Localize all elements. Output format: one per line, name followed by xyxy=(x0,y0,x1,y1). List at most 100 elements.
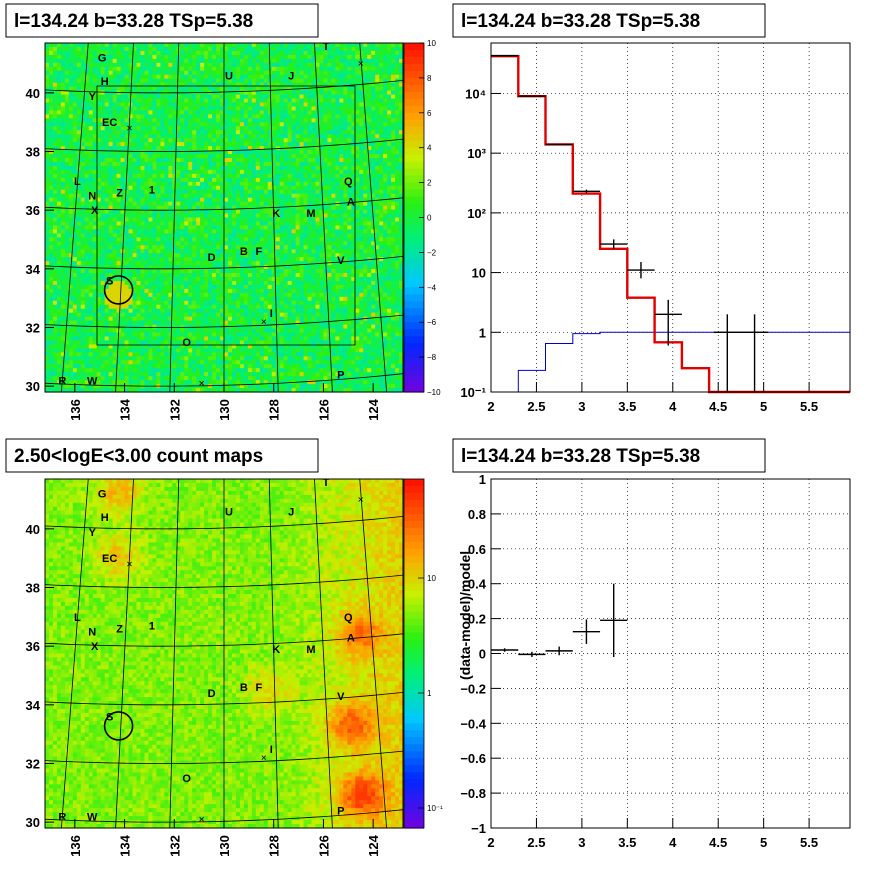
map-pixel xyxy=(80,122,86,127)
map-pixel xyxy=(335,181,340,187)
map-pixel xyxy=(271,189,277,195)
map-pixel xyxy=(355,66,360,72)
map-pixel xyxy=(391,126,396,131)
map-pixel xyxy=(48,257,54,262)
map-pixel xyxy=(283,86,289,92)
map-pixel xyxy=(307,197,313,203)
map-pixel xyxy=(387,173,392,179)
map-pixel xyxy=(72,138,78,143)
map-pixel xyxy=(132,241,138,246)
map-pixel xyxy=(45,62,50,68)
map-pixel xyxy=(303,146,309,151)
map-pixel xyxy=(383,197,388,203)
map-pixel xyxy=(176,189,181,195)
map-pixel xyxy=(363,102,368,108)
map-pixel xyxy=(303,205,309,211)
map-pixel xyxy=(68,173,74,179)
map-pixel xyxy=(283,78,289,84)
map-pixel xyxy=(311,245,317,250)
map-pixel xyxy=(92,177,98,183)
map-pixel xyxy=(259,158,265,163)
map-pixel xyxy=(104,161,110,167)
map-pixel xyxy=(224,110,229,115)
map-pixel xyxy=(267,197,273,203)
map-pixel xyxy=(188,122,193,127)
map-pixel xyxy=(239,62,245,68)
map-pixel xyxy=(231,134,237,139)
map-pixel xyxy=(204,165,209,171)
map-pixel xyxy=(291,62,297,68)
map-pixel xyxy=(108,158,114,163)
map-pixel xyxy=(96,70,102,76)
map-pixel xyxy=(196,201,201,207)
map-pixel xyxy=(212,50,217,56)
map-pixel xyxy=(192,54,197,60)
map-pixel xyxy=(148,150,153,155)
map-pixel xyxy=(220,181,225,187)
map-pixel xyxy=(144,118,150,123)
map-pixel xyxy=(243,185,249,191)
map-pixel xyxy=(227,70,233,76)
map-pixel xyxy=(311,154,317,159)
map-pixel xyxy=(184,54,189,60)
map-pixel xyxy=(140,62,146,68)
map-pixel xyxy=(180,197,185,203)
map-pixel xyxy=(200,54,205,60)
map-pixel xyxy=(299,237,305,242)
map-pixel xyxy=(319,66,325,72)
map-pixel xyxy=(172,134,177,139)
map-pixel xyxy=(45,261,50,266)
map-pixel xyxy=(104,70,110,76)
map-pixel xyxy=(323,185,329,191)
map-pixel xyxy=(287,90,293,96)
map-pixel xyxy=(311,78,317,84)
map-pixel xyxy=(391,185,396,191)
map-pixel xyxy=(152,98,157,104)
map-pixel xyxy=(339,46,344,52)
map-pixel xyxy=(243,78,249,84)
map-pixel xyxy=(120,78,126,84)
map-pixel xyxy=(84,197,90,203)
map-pixel xyxy=(224,98,229,104)
map-pixel xyxy=(196,154,201,159)
map-pixel xyxy=(355,249,360,254)
map-pixel xyxy=(92,233,98,238)
map-pixel xyxy=(315,94,321,100)
map-pixel xyxy=(45,46,50,52)
map-pixel xyxy=(72,154,78,159)
map-pixel xyxy=(216,110,221,115)
map-pixel xyxy=(227,46,233,52)
map-pixel xyxy=(255,50,261,56)
map-pixel xyxy=(224,169,229,175)
map-pixel xyxy=(283,70,289,76)
map-pixel xyxy=(251,229,257,234)
map-pixel xyxy=(120,189,126,195)
map-pixel xyxy=(216,237,221,242)
map-pixel xyxy=(84,221,90,227)
map-pixel xyxy=(399,253,404,258)
map-pixel xyxy=(160,213,165,219)
map-pixel xyxy=(383,94,388,100)
map-pixel xyxy=(383,249,388,254)
map-pixel xyxy=(220,233,225,238)
map-pixel xyxy=(56,118,62,123)
map-pixel xyxy=(299,90,305,96)
map-pixel xyxy=(243,138,249,143)
map-pixel xyxy=(92,161,98,167)
map-pixel xyxy=(283,257,289,262)
map-pixel xyxy=(279,78,285,84)
map-pixel xyxy=(351,78,356,84)
map-pixel xyxy=(343,118,348,123)
map-pixel xyxy=(64,221,70,227)
map-pixel xyxy=(263,90,269,96)
map-pixel xyxy=(128,102,134,108)
map-pixel xyxy=(192,66,197,72)
map-pixel xyxy=(307,102,313,108)
map-pixel xyxy=(379,134,384,139)
map-pixel xyxy=(60,74,66,80)
map-pixel xyxy=(355,225,360,230)
map-pixel xyxy=(323,146,329,151)
map-pixel xyxy=(351,134,356,139)
map-pixel xyxy=(231,94,237,100)
map-pixel xyxy=(351,58,356,64)
